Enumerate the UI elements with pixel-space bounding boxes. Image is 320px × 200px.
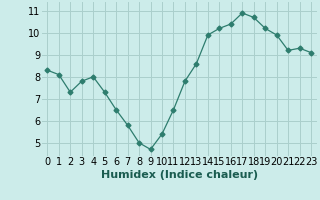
X-axis label: Humidex (Indice chaleur): Humidex (Indice chaleur)	[100, 170, 258, 180]
